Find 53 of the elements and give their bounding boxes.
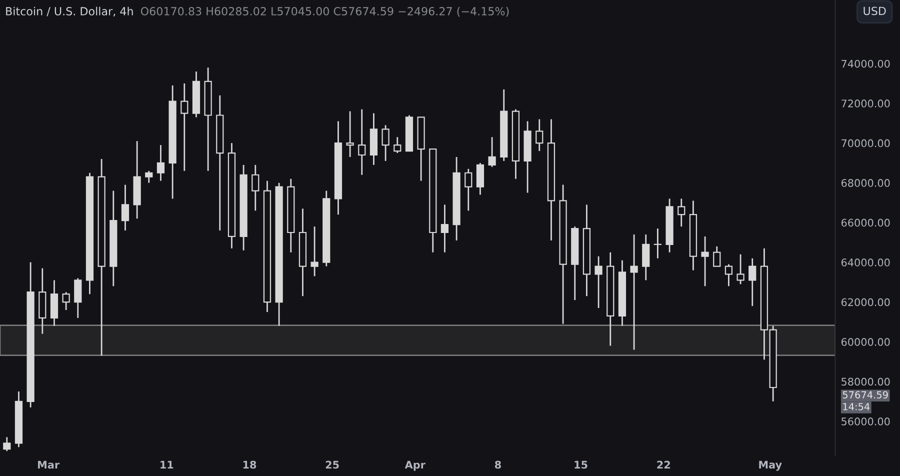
y-tick-label: 58000.00 <box>842 378 890 386</box>
candlestick <box>252 164 260 212</box>
y-tick-label: 60000.00 <box>841 338 890 346</box>
candlestick <box>476 162 484 196</box>
candlestick <box>121 184 130 232</box>
candlestick <box>346 110 354 158</box>
x-tick-label: 22 <box>657 460 670 469</box>
y-tick-label: 72000.00 <box>842 100 890 108</box>
y-tick-label: 62000.00 <box>841 298 890 306</box>
candlestick <box>358 108 366 176</box>
text: O60170.83 H60285.02 L57045.00 C57674.59 −2496.27 (−4.15%) <box>140 6 509 17</box>
text: Bitcoin / U.S. Dollar, 4h <box>6 6 133 17</box>
candlestick <box>382 124 390 162</box>
candlestick <box>62 291 70 311</box>
candlestick <box>748 258 756 307</box>
candlestick <box>156 144 165 182</box>
text: 57674.59 <box>842 391 888 398</box>
candlestick <box>713 246 721 267</box>
x-tick-label: 18 <box>243 460 256 469</box>
x-tick-label: 15 <box>574 460 588 469</box>
x-tick-label: 11 <box>160 460 174 469</box>
candlestick <box>654 228 662 260</box>
candlestick <box>50 279 58 327</box>
candlestick <box>642 234 650 281</box>
y-tick-label: 74000.00 <box>842 60 890 68</box>
candlestick <box>74 278 82 319</box>
text: USD <box>864 6 886 16</box>
text: 14:54 <box>843 403 870 410</box>
candlestick <box>701 236 709 287</box>
y-tick-label: 56000.00 <box>842 418 890 426</box>
y-tick-label: 68000.00 <box>841 179 890 187</box>
candlestick <box>180 82 188 172</box>
candlestick <box>630 234 638 350</box>
candlestick <box>678 198 686 228</box>
x-tick-label: Mar <box>38 460 60 469</box>
x-tick-label: 25 <box>326 460 339 469</box>
candlestick <box>724 264 733 287</box>
candlestick <box>736 254 744 285</box>
candlestick <box>464 168 472 212</box>
y-tick-label: 64000.00 <box>841 258 890 266</box>
candlestick <box>536 118 544 152</box>
candlestick <box>594 256 602 309</box>
x-tick-label: 8 <box>494 460 501 469</box>
candlestick <box>310 226 318 277</box>
x-tick-label: Apr <box>404 460 426 471</box>
y-tick-label: 70000.00 <box>842 139 890 148</box>
y-tick-label: 66000.00 <box>841 218 890 227</box>
candlestick <box>145 170 153 184</box>
candlestick <box>440 204 449 254</box>
candlestick <box>488 136 496 168</box>
x-tick-label: May <box>759 460 782 471</box>
candlestick <box>394 136 402 154</box>
candlestick <box>3 436 11 452</box>
